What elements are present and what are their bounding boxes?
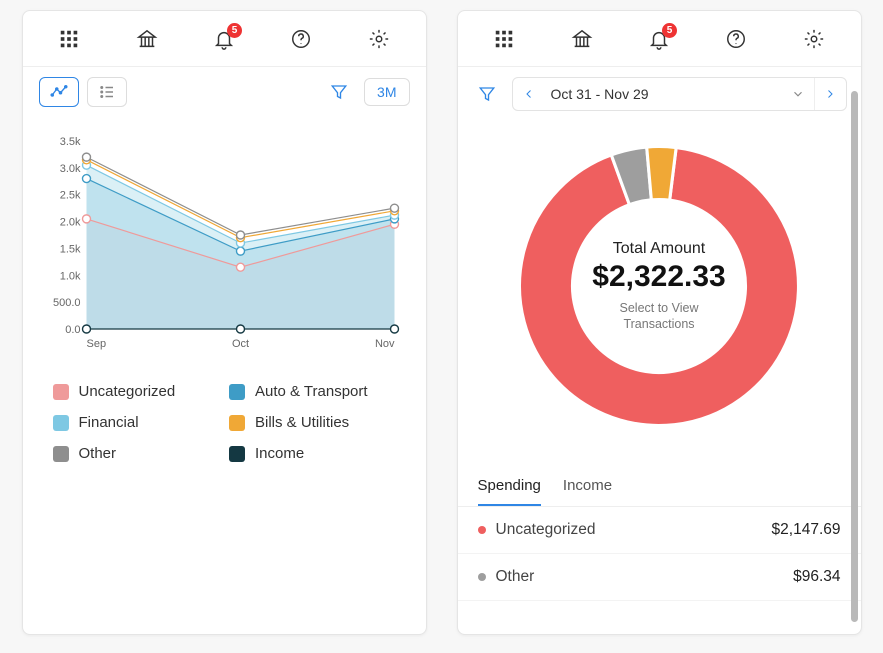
transaction-row[interactable]: Uncategorized $2,147.69: [458, 507, 861, 554]
notification-badge: 5: [662, 23, 677, 38]
transaction-amount: $2,147.69: [772, 521, 841, 539]
transaction-row[interactable]: Other $96.34: [458, 554, 861, 601]
date-range-label[interactable]: Oct 31 - Nov 29: [545, 86, 782, 102]
legend-swatch: [53, 446, 69, 462]
transaction-amount: $96.34: [793, 568, 840, 586]
svg-text:1.0k: 1.0k: [59, 270, 80, 282]
chevron-down-icon[interactable]: [782, 87, 814, 101]
bell-icon[interactable]: 5: [639, 19, 679, 59]
donut-title: Total Amount: [592, 240, 725, 258]
trends-chart-svg: 0.0 500.0 1.0k 1.5k 2.0k 2.5k 3.0k 3.5k Sep Oct No…: [43, 133, 406, 353]
legend-label: Income: [255, 445, 304, 462]
gear-icon[interactable]: [794, 19, 834, 59]
donut-chart[interactable]: Total Amount $2,322.33 Select to ViewTra…: [458, 117, 861, 447]
legend-item-uncategorized[interactable]: Uncategorized: [53, 383, 220, 400]
help-icon[interactable]: [716, 19, 756, 59]
legend-label: Uncategorized: [79, 383, 176, 400]
filter-icon[interactable]: [324, 77, 354, 107]
svg-text:3.0k: 3.0k: [59, 163, 80, 175]
category-dot: [478, 573, 486, 581]
tabs: Spending Income: [458, 447, 861, 507]
filter-icon[interactable]: [472, 79, 502, 109]
help-icon[interactable]: [281, 19, 321, 59]
svg-text:2.0k: 2.0k: [59, 217, 80, 229]
topbar: 5: [23, 11, 426, 67]
notification-badge: 5: [227, 23, 242, 38]
legend-swatch: [229, 446, 245, 462]
svg-text:500.0: 500.0: [52, 297, 80, 309]
bell-icon[interactable]: 5: [204, 19, 244, 59]
donut-center: Total Amount $2,322.33 Select to ViewTra…: [592, 240, 725, 333]
legend-swatch: [229, 415, 245, 431]
apps-icon[interactable]: [484, 19, 524, 59]
legend-label: Bills & Utilities: [255, 414, 349, 431]
bank-icon[interactable]: [127, 19, 167, 59]
legend-swatch: [229, 384, 245, 400]
spending-panel: 5 Oct 31 - Nov 29: [457, 10, 862, 635]
topbar: 5: [458, 11, 861, 67]
transaction-name: Uncategorized: [496, 521, 772, 539]
legend-swatch: [53, 384, 69, 400]
legend-swatch: [53, 415, 69, 431]
transaction-list: Uncategorized $2,147.69 Other $96.34: [458, 507, 861, 601]
svg-text:Nov: Nov: [374, 338, 394, 350]
scrollbar[interactable]: [851, 91, 858, 622]
bank-icon[interactable]: [562, 19, 602, 59]
date-controls: Oct 31 - Nov 29: [458, 67, 861, 117]
trends-panel: 5 3M 0.0500: [22, 10, 427, 635]
trends-chart: 0.0 500.0 1.0k 1.5k 2.0k 2.5k 3.0k 3.5k Sep Oct No…: [23, 113, 426, 363]
date-next-button[interactable]: [814, 78, 846, 110]
view-toggle: [39, 77, 127, 107]
donut-amount: $2,322.33: [592, 260, 725, 294]
svg-text:Sep: Sep: [86, 338, 106, 350]
range-button[interactable]: 3M: [364, 78, 409, 106]
legend-item-income[interactable]: Income: [229, 445, 396, 462]
legend-item-other[interactable]: Other: [53, 445, 220, 462]
svg-text:0.0: 0.0: [65, 324, 80, 336]
chart-controls: 3M: [23, 67, 426, 113]
legend-item-auto_transport[interactable]: Auto & Transport: [229, 383, 396, 400]
chart-view-button[interactable]: [39, 77, 79, 107]
legend-label: Other: [79, 445, 117, 462]
category-dot: [478, 526, 486, 534]
gear-icon[interactable]: [359, 19, 399, 59]
date-prev-button[interactable]: [513, 78, 545, 110]
legend-label: Auto & Transport: [255, 383, 368, 400]
date-range-nav: Oct 31 - Nov 29: [512, 77, 847, 111]
tab-spending[interactable]: Spending: [478, 477, 541, 506]
tab-income[interactable]: Income: [563, 477, 612, 506]
svg-text:2.5k: 2.5k: [59, 190, 80, 202]
transaction-name: Other: [496, 568, 794, 586]
svg-text:Oct: Oct: [231, 338, 248, 350]
donut-sub: Select to ViewTransactions: [592, 300, 725, 333]
legend: Uncategorized Auto & Transport Financial Bi…: [23, 363, 426, 462]
legend-label: Financial: [79, 414, 139, 431]
list-view-button[interactable]: [87, 77, 127, 107]
legend-item-financial[interactable]: Financial: [53, 414, 220, 431]
legend-item-bills_utilities[interactable]: Bills & Utilities: [229, 414, 396, 431]
svg-text:3.5k: 3.5k: [59, 136, 80, 148]
apps-icon[interactable]: [49, 19, 89, 59]
svg-text:1.5k: 1.5k: [59, 243, 80, 255]
